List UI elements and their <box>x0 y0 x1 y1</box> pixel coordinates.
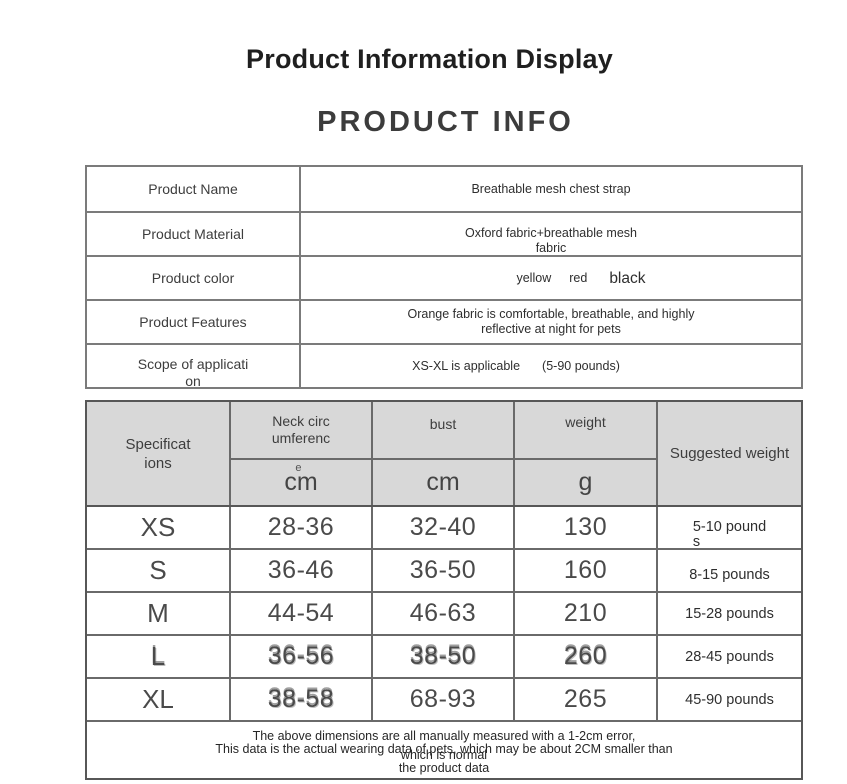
table-row-product-features: Product Features Orange fabric is comfor… <box>87 299 801 343</box>
note-line1: The above dimensions are all manually me… <box>252 729 636 743</box>
neck-value: 36-56 <box>231 636 373 677</box>
weight-value: 130 <box>515 507 658 548</box>
table-row-s: S 36-46 36-50 160 8-15 pounds <box>87 550 801 593</box>
bust-value: 68-93 <box>373 679 515 720</box>
value-text-line2: fabric <box>535 241 567 255</box>
row-value: Orange fabric is comfortable, breathable… <box>301 301 801 343</box>
note-line3-overlapping: which is normal <box>400 748 488 762</box>
color-option-black: black <box>609 269 646 287</box>
row-label: Product Features <box>87 301 301 343</box>
size-label: XS <box>87 507 231 548</box>
row-label: Product Material <box>87 213 301 255</box>
header-text-line1: Specificat <box>125 435 191 453</box>
unit-bust-cm: cm <box>373 460 515 505</box>
row-value: Oxford fabric+breathable mesh fabric <box>301 213 801 255</box>
label-text-line1: Scope of applicati <box>137 356 249 372</box>
table-row-product-name: Product Name Breathable mesh chest strap <box>87 167 801 211</box>
bust-value: 38-50 <box>373 636 515 677</box>
header-specifications: Specificat ions <box>87 402 231 505</box>
overlapping-letter: e <box>295 462 302 474</box>
weight-value: 210 <box>515 593 658 634</box>
header-text-line2: ions <box>144 454 172 472</box>
suggested-weight-value: 8-15 pounds <box>689 566 770 583</box>
label-text: Product color <box>151 269 235 286</box>
header-neck-circumference: Neck circ umferenc <box>231 402 373 460</box>
table-row-m: M 44-54 46-63 210 15-28 pounds <box>87 593 801 636</box>
suggested-weight-value: 28-45 pounds <box>685 648 774 665</box>
unit-text: cm <box>284 468 318 496</box>
weight-value: 260 <box>515 636 658 677</box>
measurement-note: The above dimensions are all manually me… <box>87 722 801 778</box>
suggested-weight-lines: 5-10 pound s <box>692 518 767 550</box>
suggested-weight-value: 5-10 pound s <box>658 507 801 550</box>
table-row-product-material: Product Material Oxford fabric+breathabl… <box>87 211 801 255</box>
label-text: Product Features <box>139 313 247 330</box>
neck-value: 28-36 <box>231 507 373 548</box>
suggested-weight-value: 15-28 pounds <box>685 605 774 622</box>
neck-value: 36-46 <box>231 550 373 591</box>
header-suggested-weight: Suggested weight <box>669 445 790 462</box>
table-row-xl: XL 38-58 68-93 265 45-90 pounds <box>87 679 801 722</box>
header-bust: bust <box>373 402 515 460</box>
size-label: L <box>87 636 231 677</box>
value-text-line1: Orange fabric is comfortable, breathable… <box>407 307 695 321</box>
neck-value: 44-54 <box>231 593 373 634</box>
bust-value: 32-40 <box>373 507 515 548</box>
weight-value: 160 <box>515 550 658 591</box>
table-row-product-color: Product color yellow red black <box>87 255 801 299</box>
value-text: Breathable mesh chest strap <box>471 181 631 196</box>
section-title: PRODUCT INFO <box>317 106 574 138</box>
row-label: Product color <box>87 257 301 299</box>
spec-table-header: Specificat ions Neck circ umferenc bust … <box>87 402 801 507</box>
unit-neck-cm: cm e <box>231 460 373 505</box>
note-line4: the product data <box>398 761 490 775</box>
header-text-line1: Neck circ <box>272 413 330 429</box>
unit-weight-g: g <box>515 460 658 505</box>
value-text-line1: Oxford fabric+breathable mesh <box>465 226 637 240</box>
size-label: XL <box>87 679 231 720</box>
neck-value: 38-58 <box>231 679 373 720</box>
row-label: Scope of applicati on <box>87 345 301 389</box>
bust-value: 36-50 <box>373 550 515 591</box>
header-text-line2: umferenc <box>271 430 331 446</box>
page-title: Product Information Display <box>246 44 613 74</box>
scope-text: XS-XL is applicable <box>412 358 521 373</box>
suggested-weight-value: 45-90 pounds <box>685 691 774 708</box>
weight-value: 265 <box>515 679 658 720</box>
size-spec-table: Specificat ions Neck circ umferenc bust … <box>85 400 803 780</box>
label-text: Product Name <box>148 180 238 197</box>
product-info-table: Product Name Breathable mesh chest strap… <box>85 165 803 389</box>
header-weight: weight <box>515 402 658 460</box>
row-label: Product Name <box>87 167 301 211</box>
row-value: Breathable mesh chest strap <box>301 167 801 211</box>
table-row-scope: Scope of applicati on XS-XL is applicabl… <box>87 343 801 389</box>
row-value: XS-XL is applicable (5-90 pounds) <box>301 345 801 387</box>
size-label: M <box>87 593 231 634</box>
note-line2: This data is the actual wearing data of … <box>215 742 673 756</box>
value-text-line2: reflective at night for pets <box>481 322 621 336</box>
color-option-yellow: yellow <box>516 270 552 285</box>
bust-value: 46-63 <box>373 593 515 634</box>
scope-pounds: (5-90 pounds) <box>542 358 620 373</box>
line1: 5-10 pound <box>692 518 767 535</box>
table-row-l: L 36-56 38-50 260 28-45 pounds <box>87 636 801 679</box>
line2-overflow: s <box>692 533 701 550</box>
row-value: yellow red black <box>301 257 801 299</box>
label-text-line2: on <box>185 373 201 389</box>
size-label: S <box>87 550 231 591</box>
color-option-red: red <box>569 270 588 285</box>
label-text: Product Material <box>142 225 244 242</box>
table-row-xs: XS 28-36 32-40 130 5-10 pound s <box>87 507 801 550</box>
